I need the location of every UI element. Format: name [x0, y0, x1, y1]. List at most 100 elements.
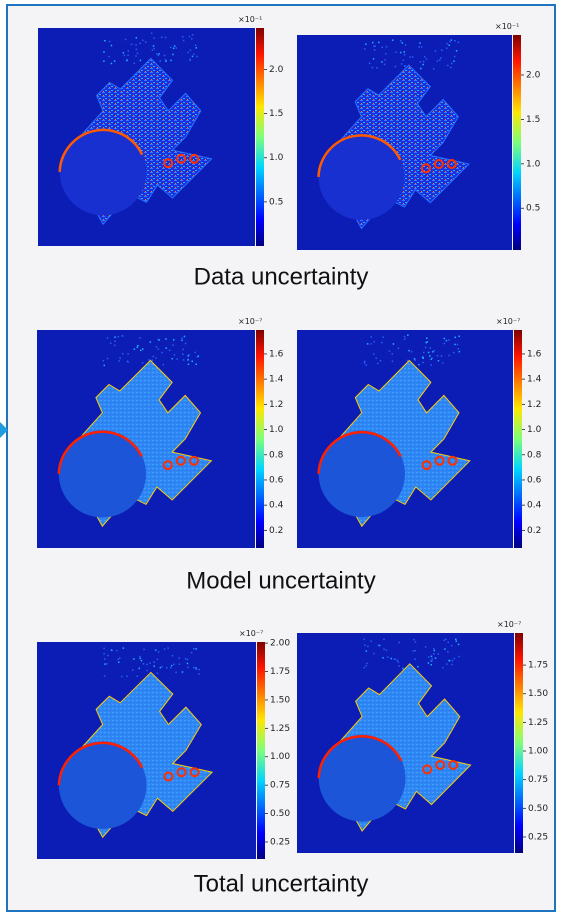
speckle [448, 339, 450, 341]
speckle [133, 658, 135, 660]
colorbar-tick-label: 0.75 [528, 775, 548, 785]
speckle [193, 667, 195, 669]
speckle [439, 59, 441, 61]
speckle [426, 337, 428, 339]
speckle [444, 343, 446, 345]
speckle [182, 671, 184, 673]
colorbar-tick-label: 2.00 [270, 639, 290, 649]
speckle [136, 37, 138, 39]
speckle [402, 60, 404, 62]
speckle [134, 348, 136, 350]
speckle [118, 336, 120, 338]
speckle [127, 361, 129, 363]
speckle [114, 336, 116, 338]
speckle [431, 660, 433, 662]
colorbar-tick-label: 1.75 [270, 667, 290, 677]
speckle [181, 340, 183, 342]
speckle [136, 347, 138, 349]
speckle [444, 640, 446, 642]
speckle [173, 48, 175, 50]
colorbar-tick-label: 0.2 [527, 526, 541, 536]
speckle [114, 341, 116, 343]
speckle [430, 364, 432, 366]
speckle [387, 656, 389, 658]
speckle [159, 60, 161, 62]
speckle [184, 336, 186, 338]
speckle [126, 59, 128, 61]
colorbar-tick-label: 0.8 [527, 450, 542, 460]
speckle [134, 62, 136, 64]
colorbar-exponent: ×10⁻¹ [238, 15, 262, 24]
speckle [433, 653, 435, 655]
speckle [104, 40, 106, 42]
speckle [438, 653, 440, 655]
speckle [426, 58, 428, 60]
speckle [446, 47, 448, 49]
speckle [431, 664, 433, 666]
speckle [173, 664, 175, 666]
speckle [103, 653, 105, 655]
speckle [403, 51, 405, 53]
speckle [449, 41, 451, 43]
speckle [187, 663, 189, 665]
speckle [414, 358, 416, 360]
speckle [448, 45, 450, 47]
page: {"panels": [ {"title": "Data uncertainty… [0, 0, 564, 916]
speckle [408, 350, 410, 352]
speckle [191, 652, 193, 654]
speckle [110, 342, 112, 344]
speckle [107, 655, 109, 657]
speckle [446, 663, 448, 665]
speckle [414, 359, 416, 361]
speckle [154, 48, 156, 50]
speckle [156, 346, 158, 348]
speckle [423, 61, 425, 63]
speckle [389, 350, 391, 352]
speckle [372, 42, 374, 44]
speckle [136, 49, 138, 51]
colorbar-tick-label: 0.5 [269, 197, 283, 207]
speckle [422, 64, 424, 65]
speckle [393, 658, 395, 660]
speckle [146, 670, 148, 672]
speckle [437, 355, 439, 357]
speckle [170, 47, 172, 49]
speckle [383, 649, 385, 651]
speckle [149, 662, 151, 664]
speckle [451, 63, 453, 65]
speckle [430, 347, 432, 349]
speckle [404, 66, 406, 68]
speckle [365, 43, 367, 45]
speckle [412, 56, 414, 58]
speckle [419, 42, 421, 44]
speckle [386, 650, 388, 652]
speckle [164, 55, 166, 57]
caption: Model uncertainty [186, 567, 375, 594]
speckle [138, 668, 140, 670]
speckle [182, 354, 184, 356]
speckle [401, 63, 403, 65]
speckle [198, 355, 200, 357]
speckle [384, 64, 386, 66]
speckle [413, 639, 415, 641]
speckle [378, 645, 380, 647]
speckle [139, 337, 141, 339]
speckle [128, 50, 130, 52]
speckle [191, 38, 193, 40]
speckle [414, 650, 416, 652]
speckle [364, 644, 366, 646]
speckle [165, 37, 167, 39]
speckle [111, 45, 113, 47]
speckle [444, 648, 446, 650]
colorbar-tick-label: 1.00 [270, 752, 290, 762]
speckle [123, 647, 125, 649]
speckle [420, 61, 422, 63]
figure: ×10⁻¹0.51.01.52.0×10⁻¹0.51.01.52.0Data u… [0, 0, 564, 916]
speckle [153, 45, 155, 47]
speckle [142, 362, 144, 364]
speckle [171, 665, 173, 667]
speckle [398, 665, 400, 667]
speckle [382, 46, 384, 48]
speckle [431, 357, 433, 359]
speckle [155, 357, 157, 359]
